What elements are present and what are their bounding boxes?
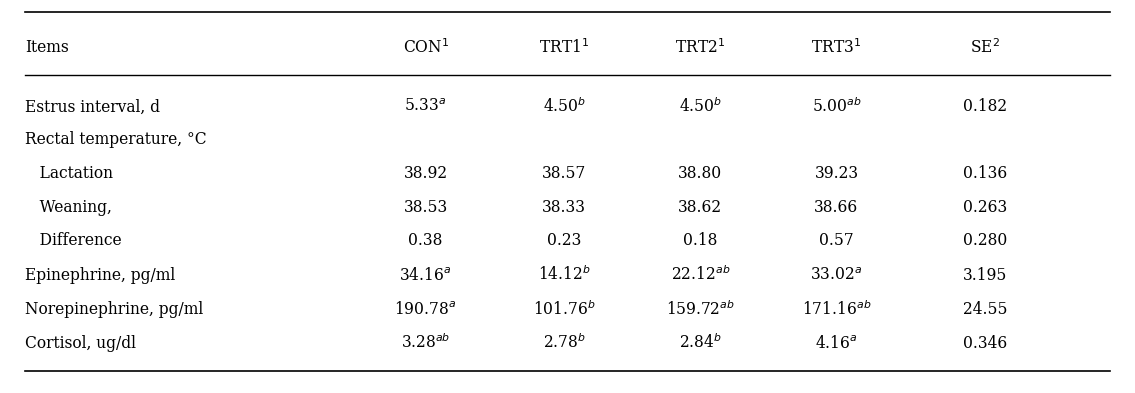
Text: 5.33$^a$: 5.33$^a$	[404, 98, 447, 116]
Text: Rectal temperature, °C: Rectal temperature, °C	[25, 131, 207, 148]
Text: 0.23: 0.23	[547, 232, 581, 250]
Text: 0.263: 0.263	[964, 199, 1007, 216]
Text: 0.38: 0.38	[409, 232, 443, 250]
Text: 159.72$^{ab}$: 159.72$^{ab}$	[666, 300, 734, 319]
Text: 101.76$^b$: 101.76$^b$	[532, 300, 596, 319]
Text: 0.280: 0.280	[964, 232, 1007, 250]
Text: 2.78$^b$: 2.78$^b$	[543, 334, 586, 353]
Text: 2.84$^b$: 2.84$^b$	[679, 334, 722, 353]
Text: 33.02$^a$: 33.02$^a$	[810, 266, 863, 284]
Text: Norepinephrine, pg/ml: Norepinephrine, pg/ml	[25, 301, 203, 318]
Text: TRT1$^1$: TRT1$^1$	[539, 39, 589, 57]
Text: 38.62: 38.62	[679, 199, 722, 216]
Text: 0.57: 0.57	[819, 232, 854, 250]
Text: 24.55: 24.55	[962, 301, 1008, 318]
Text: 39.23: 39.23	[815, 165, 858, 182]
Text: 3.28$^{ab}$: 3.28$^{ab}$	[401, 334, 451, 353]
Text: 14.12$^b$: 14.12$^b$	[538, 266, 590, 285]
Text: 4.16$^a$: 4.16$^a$	[815, 334, 858, 352]
Text: Epinephrine, pg/ml: Epinephrine, pg/ml	[25, 266, 175, 284]
Text: 34.16$^a$: 34.16$^a$	[400, 266, 452, 284]
Text: 3.195: 3.195	[962, 266, 1008, 284]
Text: 22.12$^{ab}$: 22.12$^{ab}$	[671, 266, 730, 285]
Text: SE$^2$: SE$^2$	[970, 39, 1000, 57]
Text: 190.78$^a$: 190.78$^a$	[395, 301, 456, 318]
Text: 4.50$^b$: 4.50$^b$	[543, 97, 586, 116]
Text: Weaning,: Weaning,	[25, 199, 112, 216]
Text: Estrus interval, d: Estrus interval, d	[25, 98, 160, 116]
Text: 0.18: 0.18	[683, 232, 717, 250]
Text: 38.33: 38.33	[543, 199, 586, 216]
Text: 38.92: 38.92	[404, 165, 447, 182]
Text: 171.16$^{ab}$: 171.16$^{ab}$	[801, 300, 872, 319]
Text: TRT3$^1$: TRT3$^1$	[812, 39, 861, 57]
Text: 38.66: 38.66	[815, 199, 858, 216]
Text: 0.136: 0.136	[964, 165, 1007, 182]
Text: 5.00$^{ab}$: 5.00$^{ab}$	[812, 97, 861, 116]
Text: Cortisol, ug/dl: Cortisol, ug/dl	[25, 334, 136, 352]
Text: 38.53: 38.53	[404, 199, 447, 216]
Text: 38.80: 38.80	[679, 165, 722, 182]
Text: CON$^1$: CON$^1$	[403, 39, 448, 57]
Text: 0.182: 0.182	[964, 98, 1007, 116]
Text: 38.57: 38.57	[543, 165, 586, 182]
Text: Items: Items	[25, 39, 69, 57]
Text: 4.50$^b$: 4.50$^b$	[679, 97, 722, 116]
Text: Lactation: Lactation	[25, 165, 114, 182]
Text: 0.346: 0.346	[964, 334, 1007, 352]
Text: Difference: Difference	[25, 232, 121, 250]
Text: TRT2$^1$: TRT2$^1$	[675, 39, 725, 57]
